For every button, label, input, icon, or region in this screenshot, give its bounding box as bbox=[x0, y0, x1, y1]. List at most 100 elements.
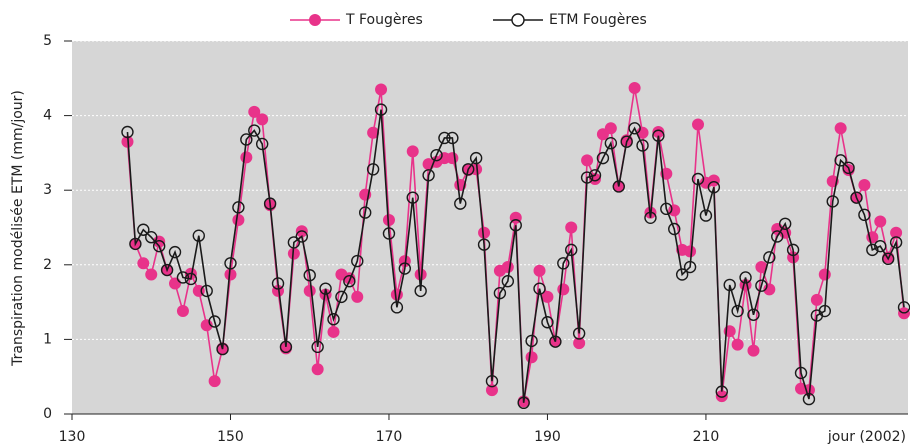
point bbox=[240, 133, 253, 146]
point bbox=[874, 215, 887, 228]
point bbox=[367, 126, 380, 139]
point bbox=[406, 145, 419, 158]
point bbox=[200, 284, 213, 298]
y-axis-label: Transpiration modélisée ETM (mm/jour) bbox=[10, 90, 26, 367]
point bbox=[454, 197, 467, 210]
point bbox=[636, 139, 649, 152]
point bbox=[557, 257, 570, 270]
point bbox=[509, 219, 522, 232]
legend-label: ETM Fougères bbox=[549, 12, 647, 28]
point bbox=[493, 286, 507, 300]
point bbox=[303, 284, 316, 297]
point bbox=[477, 238, 491, 251]
point bbox=[723, 278, 736, 292]
point bbox=[398, 262, 412, 275]
point bbox=[588, 169, 602, 182]
point bbox=[549, 335, 562, 348]
point bbox=[469, 151, 483, 165]
point bbox=[668, 222, 681, 236]
point bbox=[794, 366, 808, 380]
point bbox=[152, 239, 166, 253]
point bbox=[169, 277, 182, 290]
point bbox=[707, 181, 721, 194]
point bbox=[462, 163, 475, 176]
point bbox=[248, 124, 261, 137]
point bbox=[438, 131, 451, 145]
point bbox=[778, 217, 792, 230]
point bbox=[739, 271, 752, 284]
point bbox=[818, 268, 831, 281]
point bbox=[660, 202, 673, 216]
point bbox=[652, 126, 665, 139]
point bbox=[525, 334, 538, 348]
legend-label: T Fougères bbox=[345, 12, 423, 28]
point bbox=[533, 282, 546, 295]
point bbox=[858, 208, 871, 222]
point bbox=[430, 148, 443, 162]
point bbox=[699, 209, 713, 222]
point bbox=[565, 243, 578, 257]
point bbox=[731, 338, 744, 351]
point bbox=[232, 214, 245, 227]
point bbox=[351, 254, 364, 268]
point bbox=[684, 245, 697, 258]
point bbox=[573, 337, 586, 350]
point bbox=[620, 135, 633, 148]
point bbox=[311, 363, 324, 376]
point bbox=[802, 392, 816, 406]
point bbox=[818, 304, 831, 318]
point bbox=[446, 152, 459, 165]
point bbox=[216, 342, 229, 356]
point bbox=[731, 304, 744, 318]
point bbox=[327, 325, 340, 338]
x-tick-label: 170 bbox=[376, 429, 403, 445]
point bbox=[422, 169, 435, 182]
point bbox=[335, 290, 348, 304]
x-tick-label: 210 bbox=[693, 429, 720, 445]
point bbox=[271, 277, 285, 290]
legend-marker bbox=[511, 13, 525, 27]
point bbox=[279, 340, 293, 354]
y-tick-label: 0 bbox=[43, 406, 52, 422]
point bbox=[224, 257, 237, 270]
y-tick-label: 5 bbox=[43, 33, 52, 49]
point bbox=[652, 129, 665, 142]
point bbox=[889, 236, 903, 249]
point bbox=[414, 284, 427, 298]
point bbox=[763, 251, 776, 264]
point bbox=[580, 171, 594, 184]
legend-marker bbox=[309, 14, 321, 26]
point bbox=[145, 230, 158, 244]
point bbox=[319, 282, 332, 295]
point bbox=[311, 340, 324, 354]
point bbox=[604, 122, 617, 135]
point bbox=[596, 151, 610, 165]
point bbox=[358, 206, 372, 219]
point bbox=[256, 113, 269, 126]
point bbox=[525, 351, 538, 364]
y-tick-label: 2 bbox=[43, 257, 52, 273]
point bbox=[255, 137, 269, 151]
point bbox=[581, 154, 594, 167]
point bbox=[874, 239, 887, 253]
point bbox=[834, 154, 847, 167]
point bbox=[810, 293, 823, 306]
point bbox=[478, 226, 491, 239]
point bbox=[382, 227, 396, 240]
point bbox=[176, 305, 189, 318]
point bbox=[248, 105, 261, 118]
point bbox=[382, 214, 395, 227]
point bbox=[842, 161, 855, 175]
point bbox=[533, 264, 546, 277]
x-tick-label: 130 bbox=[59, 429, 86, 445]
point bbox=[557, 283, 570, 296]
point bbox=[287, 247, 300, 260]
point bbox=[406, 191, 419, 204]
point bbox=[263, 197, 277, 210]
point bbox=[240, 151, 253, 164]
point bbox=[715, 390, 728, 403]
x-tick-label: 150 bbox=[217, 429, 244, 445]
point bbox=[612, 180, 625, 193]
point bbox=[160, 263, 174, 277]
